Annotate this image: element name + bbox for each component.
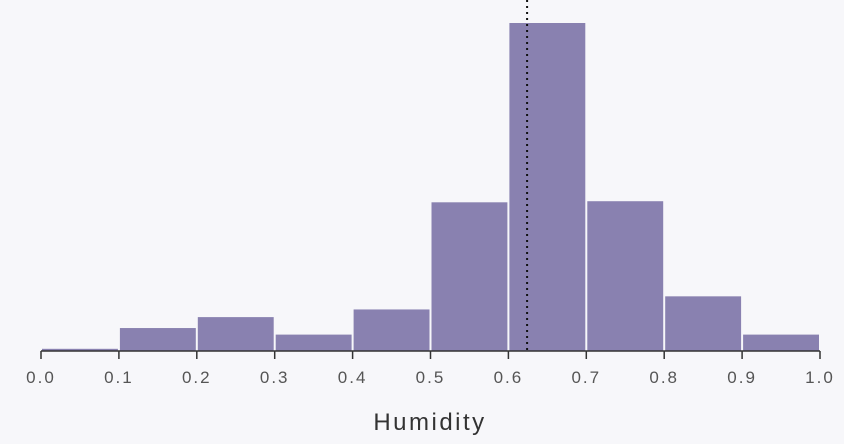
histogram-bar-4	[353, 309, 430, 351]
histogram-bar-6	[509, 23, 586, 351]
x-tick-label-4: 0.4	[338, 368, 368, 387]
x-axis-ticks: 0.0 0.1 0.2 0.3 0.4 0.5 0.6 0.7 0.8 0.9 1.0	[26, 351, 835, 387]
x-tick-label-1: 0.1	[104, 368, 134, 387]
x-tick-label-10: 1.0	[805, 368, 835, 387]
x-tick-label-7: 0.7	[571, 368, 601, 387]
x-tick-label-0: 0.0	[26, 368, 56, 387]
histogram-bar-0	[42, 348, 118, 351]
x-tick-label-5: 0.5	[416, 368, 446, 387]
histogram-bar-8	[665, 296, 742, 351]
histogram-bar-5	[431, 202, 508, 351]
x-axis-title: Humidity	[373, 409, 486, 436]
x-tick-label-3: 0.3	[260, 368, 290, 387]
x-tick-label-9: 0.9	[727, 368, 757, 387]
histogram-bars	[42, 23, 819, 351]
histogram-bar-7	[587, 201, 664, 351]
x-tick-label-8: 0.8	[649, 368, 679, 387]
x-tick-label-6: 0.6	[494, 368, 524, 387]
histogram-bar-2	[197, 317, 274, 351]
histogram-bar-3	[275, 334, 352, 351]
x-tick-label-2: 0.2	[182, 368, 212, 387]
histogram-bar-9	[743, 334, 819, 351]
histogram-bar-1	[119, 328, 196, 351]
